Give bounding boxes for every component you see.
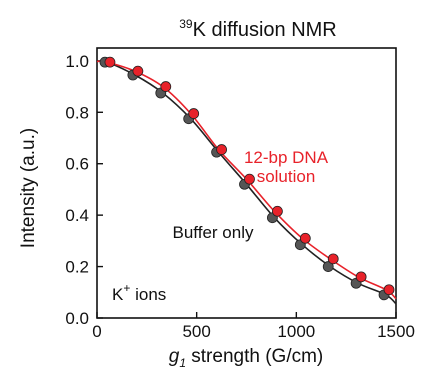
dna-point-5 [244, 173, 255, 185]
ions-label-sup: + [123, 281, 130, 295]
y-tick-label-5: 1.0 [65, 52, 89, 71]
chart-title-main: K diffusion NMR [193, 19, 337, 41]
buffer-point-8 [322, 261, 334, 272]
plot-frame [96, 47, 397, 319]
buffer-label: Buffer only [173, 223, 254, 242]
x-axis-title-subscript: 1 [179, 356, 186, 369]
plot-area: 0.0 0.2 0.4 0.6 0.8 1.0 0 500 1000 1500 [65, 47, 415, 341]
ions-label-k: K [112, 285, 124, 304]
dna-label-line2: solution [257, 167, 316, 186]
y-tick-label-3: 0.6 [65, 155, 89, 174]
dna-point-10 [383, 284, 395, 296]
chart-title-superscript: 39 [179, 17, 193, 31]
x-axis-title-rest: strength (G/cm) [186, 346, 323, 367]
dna-point-9 [355, 271, 367, 283]
x-tick-label-1: 500 [182, 322, 210, 341]
dna-point-8 [327, 253, 339, 265]
dna-point-3 [188, 108, 200, 119]
y-tick-label-1: 0.2 [65, 258, 89, 277]
chart-title: 39K diffusion NMR [179, 17, 337, 41]
y-axis-title: Intensity (a.u.) [18, 128, 39, 248]
y-tick-label-4: 0.8 [65, 103, 89, 122]
x-axis-title-symbol: g [169, 346, 180, 367]
dna-point-0 [104, 56, 116, 68]
ions-label-rest: ions [130, 285, 166, 304]
dna-point-7 [299, 232, 311, 244]
x-tick-label-3: 1500 [377, 322, 415, 341]
dna-label-line1: 12-bp DNA [244, 148, 329, 167]
ions-label: K+ ions [112, 281, 166, 304]
dna-point-2 [160, 81, 172, 92]
x-tick-label-0: 0 [92, 322, 101, 341]
y-tick-label-2: 0.4 [65, 206, 89, 225]
dna-point-4 [216, 144, 227, 155]
x-tick-label-2: 1000 [277, 322, 315, 341]
dna-point-1 [132, 65, 144, 77]
y-tick-label-0: 0.0 [65, 309, 89, 328]
x-axis-title: g1 strength (G/cm) [169, 346, 324, 369]
dna-point-6 [272, 205, 283, 217]
